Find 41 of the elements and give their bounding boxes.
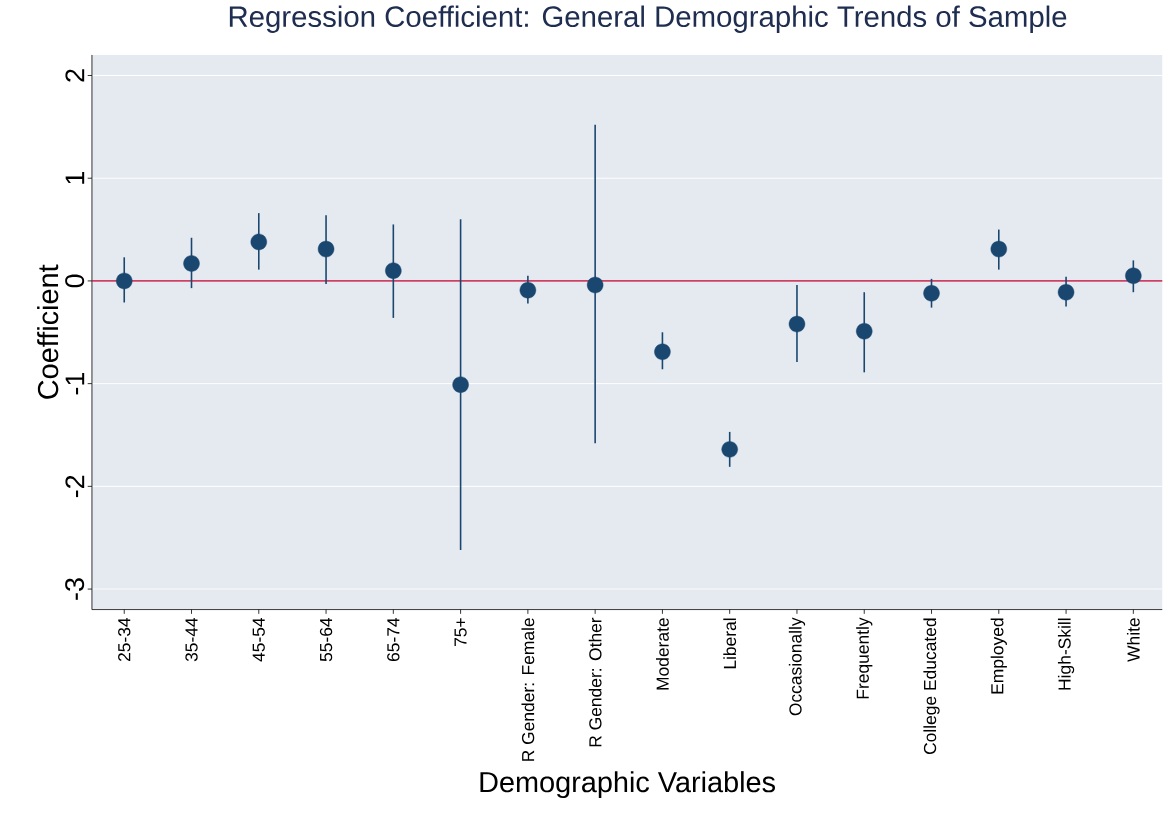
x-tick-label: 65-74 xyxy=(387,617,400,661)
point xyxy=(721,440,738,458)
y-axis-title: Coefficient xyxy=(37,264,59,399)
point xyxy=(317,240,335,258)
point xyxy=(519,281,537,299)
point xyxy=(1057,283,1075,301)
point xyxy=(990,240,1007,258)
y-tick-label: 0 xyxy=(65,274,85,288)
x-tick-label: Frequently xyxy=(856,617,873,699)
x-tick-label: College Educated xyxy=(923,618,940,754)
point xyxy=(452,376,469,393)
x-tick-label: R Gender: Female xyxy=(521,617,535,761)
point xyxy=(788,315,806,333)
x-axis-title: Demographic Variables xyxy=(480,770,775,798)
chart-title: Regression Coefficient: General Demographic Trends of Sample xyxy=(229,5,1067,33)
x-tick-label: Liberal xyxy=(723,618,737,669)
y-tick-label: -1 xyxy=(65,372,85,395)
x-tick-label: 25-34 xyxy=(118,617,131,661)
x-tick-label: R Gender: Other xyxy=(588,617,602,747)
point xyxy=(654,343,671,360)
x-tick-label: 45-54 xyxy=(252,617,265,662)
point xyxy=(250,233,267,250)
x-tick-label: White xyxy=(1126,617,1140,662)
point xyxy=(856,322,873,340)
point xyxy=(586,276,604,293)
point xyxy=(923,284,940,302)
x-tick-label: 35-44 xyxy=(185,617,198,662)
y-tick-label: -3 xyxy=(65,578,85,600)
x-tick-label: Employed xyxy=(990,618,1007,694)
point xyxy=(1125,267,1142,284)
point xyxy=(116,272,133,289)
x-tick-label: Occasionally xyxy=(788,617,806,716)
point xyxy=(183,255,200,272)
point xyxy=(385,262,402,279)
y-tick-label: 2 xyxy=(65,69,85,82)
x-tick-label: High-Skill xyxy=(1057,618,1075,690)
y-tick-label: -2 xyxy=(65,475,85,497)
x-tick-label: 55-64 xyxy=(319,617,333,661)
x-tick-label: 75+ xyxy=(454,618,467,646)
y-tick-label: 1 xyxy=(65,171,85,184)
x-tick-label: Moderate xyxy=(656,617,669,690)
